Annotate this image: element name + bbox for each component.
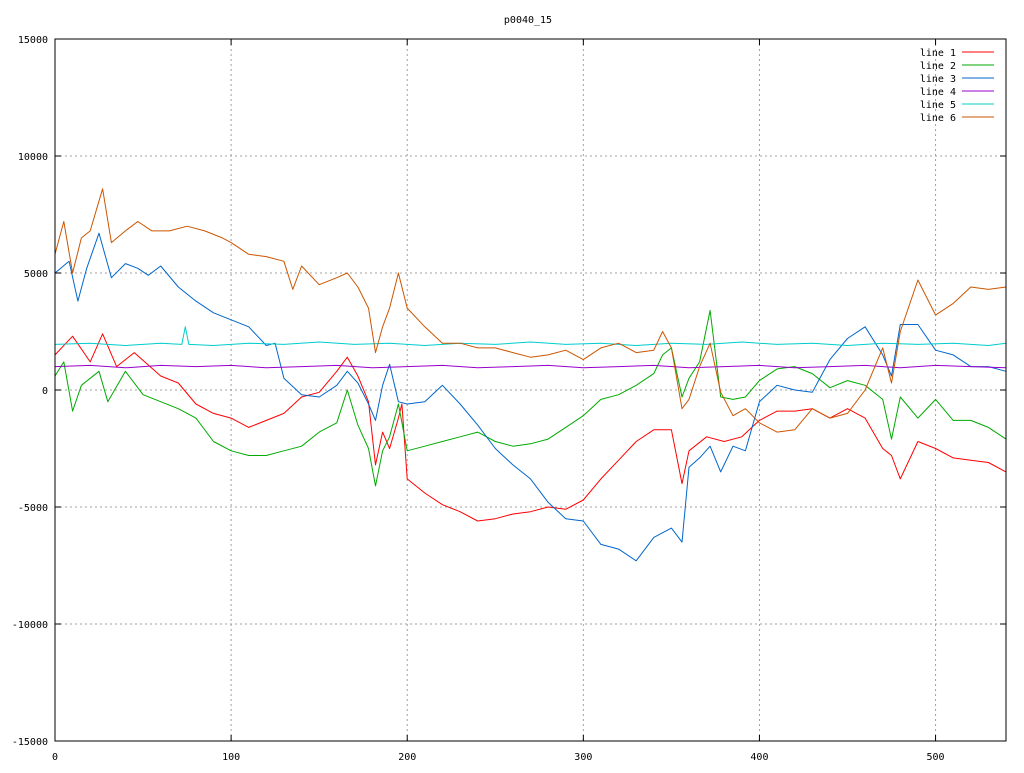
series-lines: [54, 188, 1007, 562]
legend-label: line 5: [920, 100, 956, 111]
y-tick-label: 5000: [24, 269, 48, 280]
y-tick-label: 15000: [18, 35, 48, 46]
y-tick-label: -10000: [12, 620, 48, 631]
x-tick-label: 400: [750, 752, 768, 763]
legend-label: line 1: [920, 48, 956, 59]
legend-label: line 2: [920, 61, 956, 72]
series-line-2: [54, 309, 1007, 487]
y-tick-label: -15000: [12, 737, 48, 748]
series-line-6: [54, 188, 1007, 433]
series-line-4: [54, 364, 1007, 369]
y-tick-label: 10000: [18, 152, 48, 163]
legend-label: line 3: [920, 74, 956, 85]
series-line-5: [54, 326, 1007, 346]
chart-title: p0040_15: [504, 15, 552, 26]
series-line-3: [54, 232, 1007, 562]
x-tick-label: 0: [52, 752, 58, 763]
x-tick-label: 100: [222, 752, 240, 763]
legend-label: line 4: [920, 87, 956, 98]
y-tick-label: 0: [42, 386, 48, 397]
x-tick-label: 300: [574, 752, 592, 763]
series-line-1: [54, 333, 1007, 522]
y-tick-label: -5000: [18, 503, 48, 514]
legend-label: line 6: [920, 113, 956, 124]
x-tick-label: 500: [927, 752, 945, 763]
grid: [55, 39, 1006, 741]
axis-ticks: 0 100 200 300 400 500 -15000 -10000 -5000 0 5000 10…: [12, 35, 1006, 763]
legend: line 1 line 2 line 3 line 4 line 5 line 6: [920, 48, 994, 124]
x-tick-label: 200: [398, 752, 416, 763]
